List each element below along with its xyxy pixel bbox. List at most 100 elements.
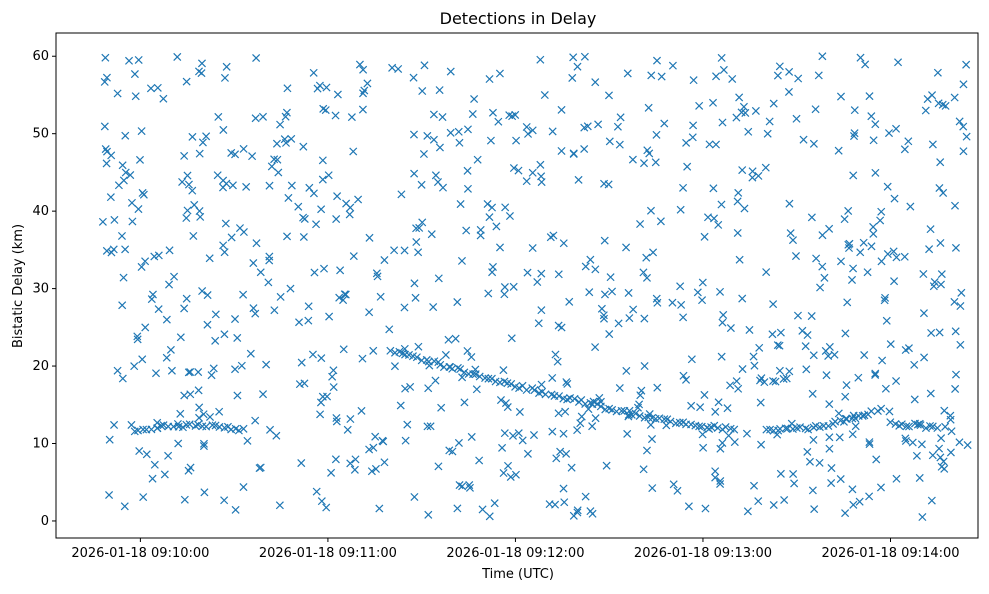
- detection-point: [869, 222, 878, 231]
- detection-point: [963, 441, 972, 450]
- detection-point: [137, 262, 146, 271]
- detection-point: [300, 214, 309, 223]
- detection-point: [716, 476, 725, 486]
- detection-point: [808, 486, 817, 495]
- detection-point: [877, 257, 886, 266]
- detection-point: [195, 403, 204, 412]
- detection-point: [717, 200, 726, 209]
- detection-point: [901, 434, 910, 443]
- detection-point: [536, 160, 545, 169]
- detection-point: [105, 490, 114, 500]
- detection-point: [698, 296, 707, 305]
- detection-point: [194, 67, 204, 76]
- detection-point: [351, 455, 360, 464]
- detection-point: [424, 384, 433, 393]
- detection-point: [556, 447, 565, 456]
- detection-point: [803, 331, 812, 340]
- detection-point: [287, 181, 296, 190]
- detection-point: [636, 219, 645, 229]
- detection-point: [376, 292, 385, 301]
- detection-point: [146, 84, 155, 93]
- detection-point: [624, 288, 633, 297]
- detection-point: [390, 246, 399, 255]
- detection-point: [176, 333, 185, 342]
- detection-point: [604, 91, 613, 100]
- detection-point: [754, 497, 763, 506]
- detection-point: [220, 496, 229, 505]
- detection-point: [640, 361, 649, 371]
- detection-point: [529, 431, 539, 440]
- detection-point: [500, 283, 509, 292]
- detection-point: [441, 350, 450, 359]
- detection-point: [322, 503, 331, 512]
- detection-point: [220, 73, 229, 82]
- detection-point: [537, 380, 546, 389]
- detection-point: [644, 103, 653, 112]
- detection-point: [761, 163, 770, 172]
- detection-point: [635, 411, 644, 421]
- detection-point: [656, 217, 665, 226]
- detection-point: [679, 183, 688, 192]
- detection-point: [128, 217, 137, 226]
- detection-point: [599, 311, 608, 320]
- detection-point: [876, 483, 885, 492]
- detection-point: [640, 314, 649, 323]
- detection-point: [629, 305, 638, 314]
- detection-point: [258, 112, 268, 121]
- detection-point: [867, 242, 876, 251]
- detection-point: [505, 212, 514, 221]
- detection-point: [877, 207, 886, 216]
- y-tick-label: 50: [32, 127, 49, 142]
- detection-point: [205, 412, 215, 421]
- detection-point: [121, 131, 130, 140]
- detection-point: [836, 475, 845, 484]
- detection-point: [329, 366, 338, 375]
- detection-point: [689, 121, 698, 130]
- detection-point: [740, 204, 749, 213]
- detection-point: [487, 374, 496, 383]
- detection-point: [540, 91, 549, 100]
- detection-point: [867, 407, 876, 416]
- detection-point: [847, 275, 857, 284]
- detection-point: [815, 458, 824, 467]
- detection-point: [790, 479, 799, 488]
- detection-point: [317, 205, 326, 214]
- detection-point: [877, 404, 886, 413]
- detection-point: [134, 55, 143, 64]
- detection-point: [184, 368, 193, 377]
- detection-point: [426, 422, 435, 431]
- detection-point: [119, 176, 128, 185]
- detection-point: [219, 176, 228, 185]
- detection-point: [959, 80, 968, 89]
- detection-point: [185, 420, 194, 429]
- detection-point: [467, 432, 476, 441]
- detection-point: [871, 369, 880, 378]
- y-tick-label: 40: [32, 204, 49, 219]
- detection-point: [503, 461, 513, 470]
- detection-point: [926, 389, 935, 398]
- detection-point: [150, 460, 159, 469]
- detection-point: [849, 500, 858, 509]
- detection-point: [762, 425, 771, 434]
- detection-point: [349, 147, 358, 156]
- detection-point: [264, 278, 273, 287]
- detection-point: [745, 325, 754, 334]
- detection-point: [286, 284, 295, 293]
- detection-point: [588, 509, 597, 518]
- detection-point: [816, 283, 825, 292]
- detection-point: [748, 173, 757, 182]
- detection-point: [297, 459, 306, 468]
- detection-point: [427, 230, 436, 239]
- detection-point: [492, 222, 501, 231]
- detection-point: [135, 155, 145, 164]
- detection-point: [581, 262, 590, 271]
- detection-point: [927, 496, 936, 505]
- detection-point: [827, 479, 836, 488]
- detection-point: [841, 392, 850, 401]
- detection-point: [118, 374, 127, 383]
- detection-point: [711, 407, 720, 416]
- detection-point: [808, 389, 817, 398]
- detection-point: [580, 52, 589, 61]
- detection-point: [754, 171, 763, 180]
- detection-point: [841, 329, 850, 338]
